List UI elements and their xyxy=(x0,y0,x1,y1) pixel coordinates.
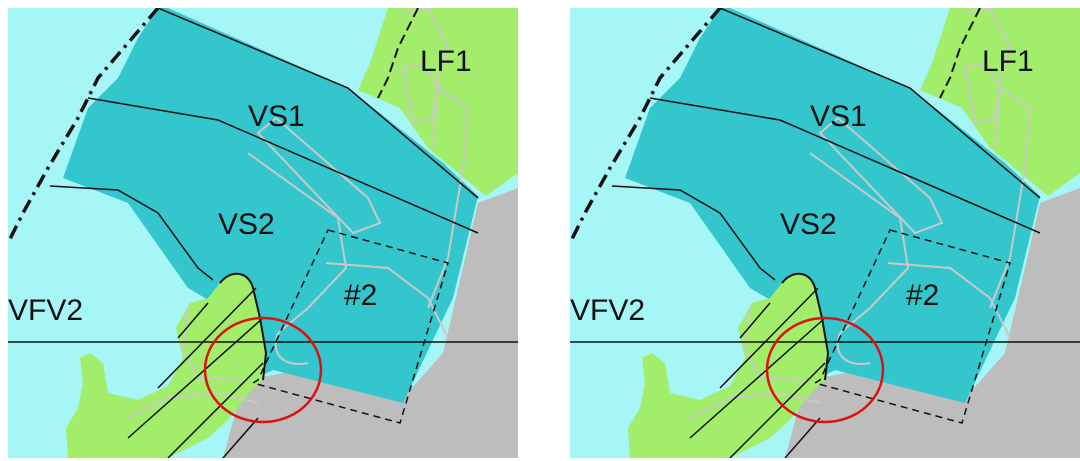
label-vs1: VS1 xyxy=(248,100,305,133)
label-vfv2: VFV2 xyxy=(570,294,645,327)
coast-boundary xyxy=(570,8,722,244)
label-parcel-2: #2 xyxy=(906,279,939,312)
highlight-circle xyxy=(765,316,885,424)
highlight-circle xyxy=(203,316,323,424)
label-vs2: VS2 xyxy=(780,208,837,241)
zone-boundaries xyxy=(8,8,518,343)
label-vfv2: VFV2 xyxy=(8,294,83,327)
lf1-boundary xyxy=(377,8,419,99)
map-svg: LF1 VS1 VS2 VFV2 #2 xyxy=(570,8,1080,458)
green-land-lf1 xyxy=(920,8,1080,196)
gray-land-area xyxy=(785,188,1080,458)
green-land-peninsula xyxy=(628,273,828,458)
gray-land-area xyxy=(223,188,518,458)
map-svg: LF1 VS1 VS2 VFV2 #2 xyxy=(8,8,518,458)
label-lf1: LF1 xyxy=(982,45,1034,78)
green-land-peninsula xyxy=(66,273,266,458)
vs-zone-area xyxy=(625,8,1040,403)
lf1-boundary xyxy=(939,8,981,99)
map-panel-right: LF1 VS1 VS2 VFV2 #2 xyxy=(570,8,1080,458)
label-parcel-2: #2 xyxy=(344,279,377,312)
map-panel-left: LF1 VS1 VS2 VFV2 #2 xyxy=(8,8,518,458)
peninsula-outline xyxy=(781,272,830,381)
contour-lines xyxy=(127,8,470,419)
hatch-lines xyxy=(689,287,826,458)
vs-zone-area xyxy=(63,8,478,403)
contour-lines xyxy=(689,8,1032,419)
label-lf1: LF1 xyxy=(420,45,472,78)
hatch-lines xyxy=(127,287,264,458)
coast-boundary xyxy=(8,8,160,244)
label-vs2: VS2 xyxy=(218,208,275,241)
peninsula-outline xyxy=(219,272,268,381)
label-vs1: VS1 xyxy=(810,100,867,133)
green-land-lf1 xyxy=(358,8,518,196)
zone-boundaries xyxy=(570,8,1080,343)
